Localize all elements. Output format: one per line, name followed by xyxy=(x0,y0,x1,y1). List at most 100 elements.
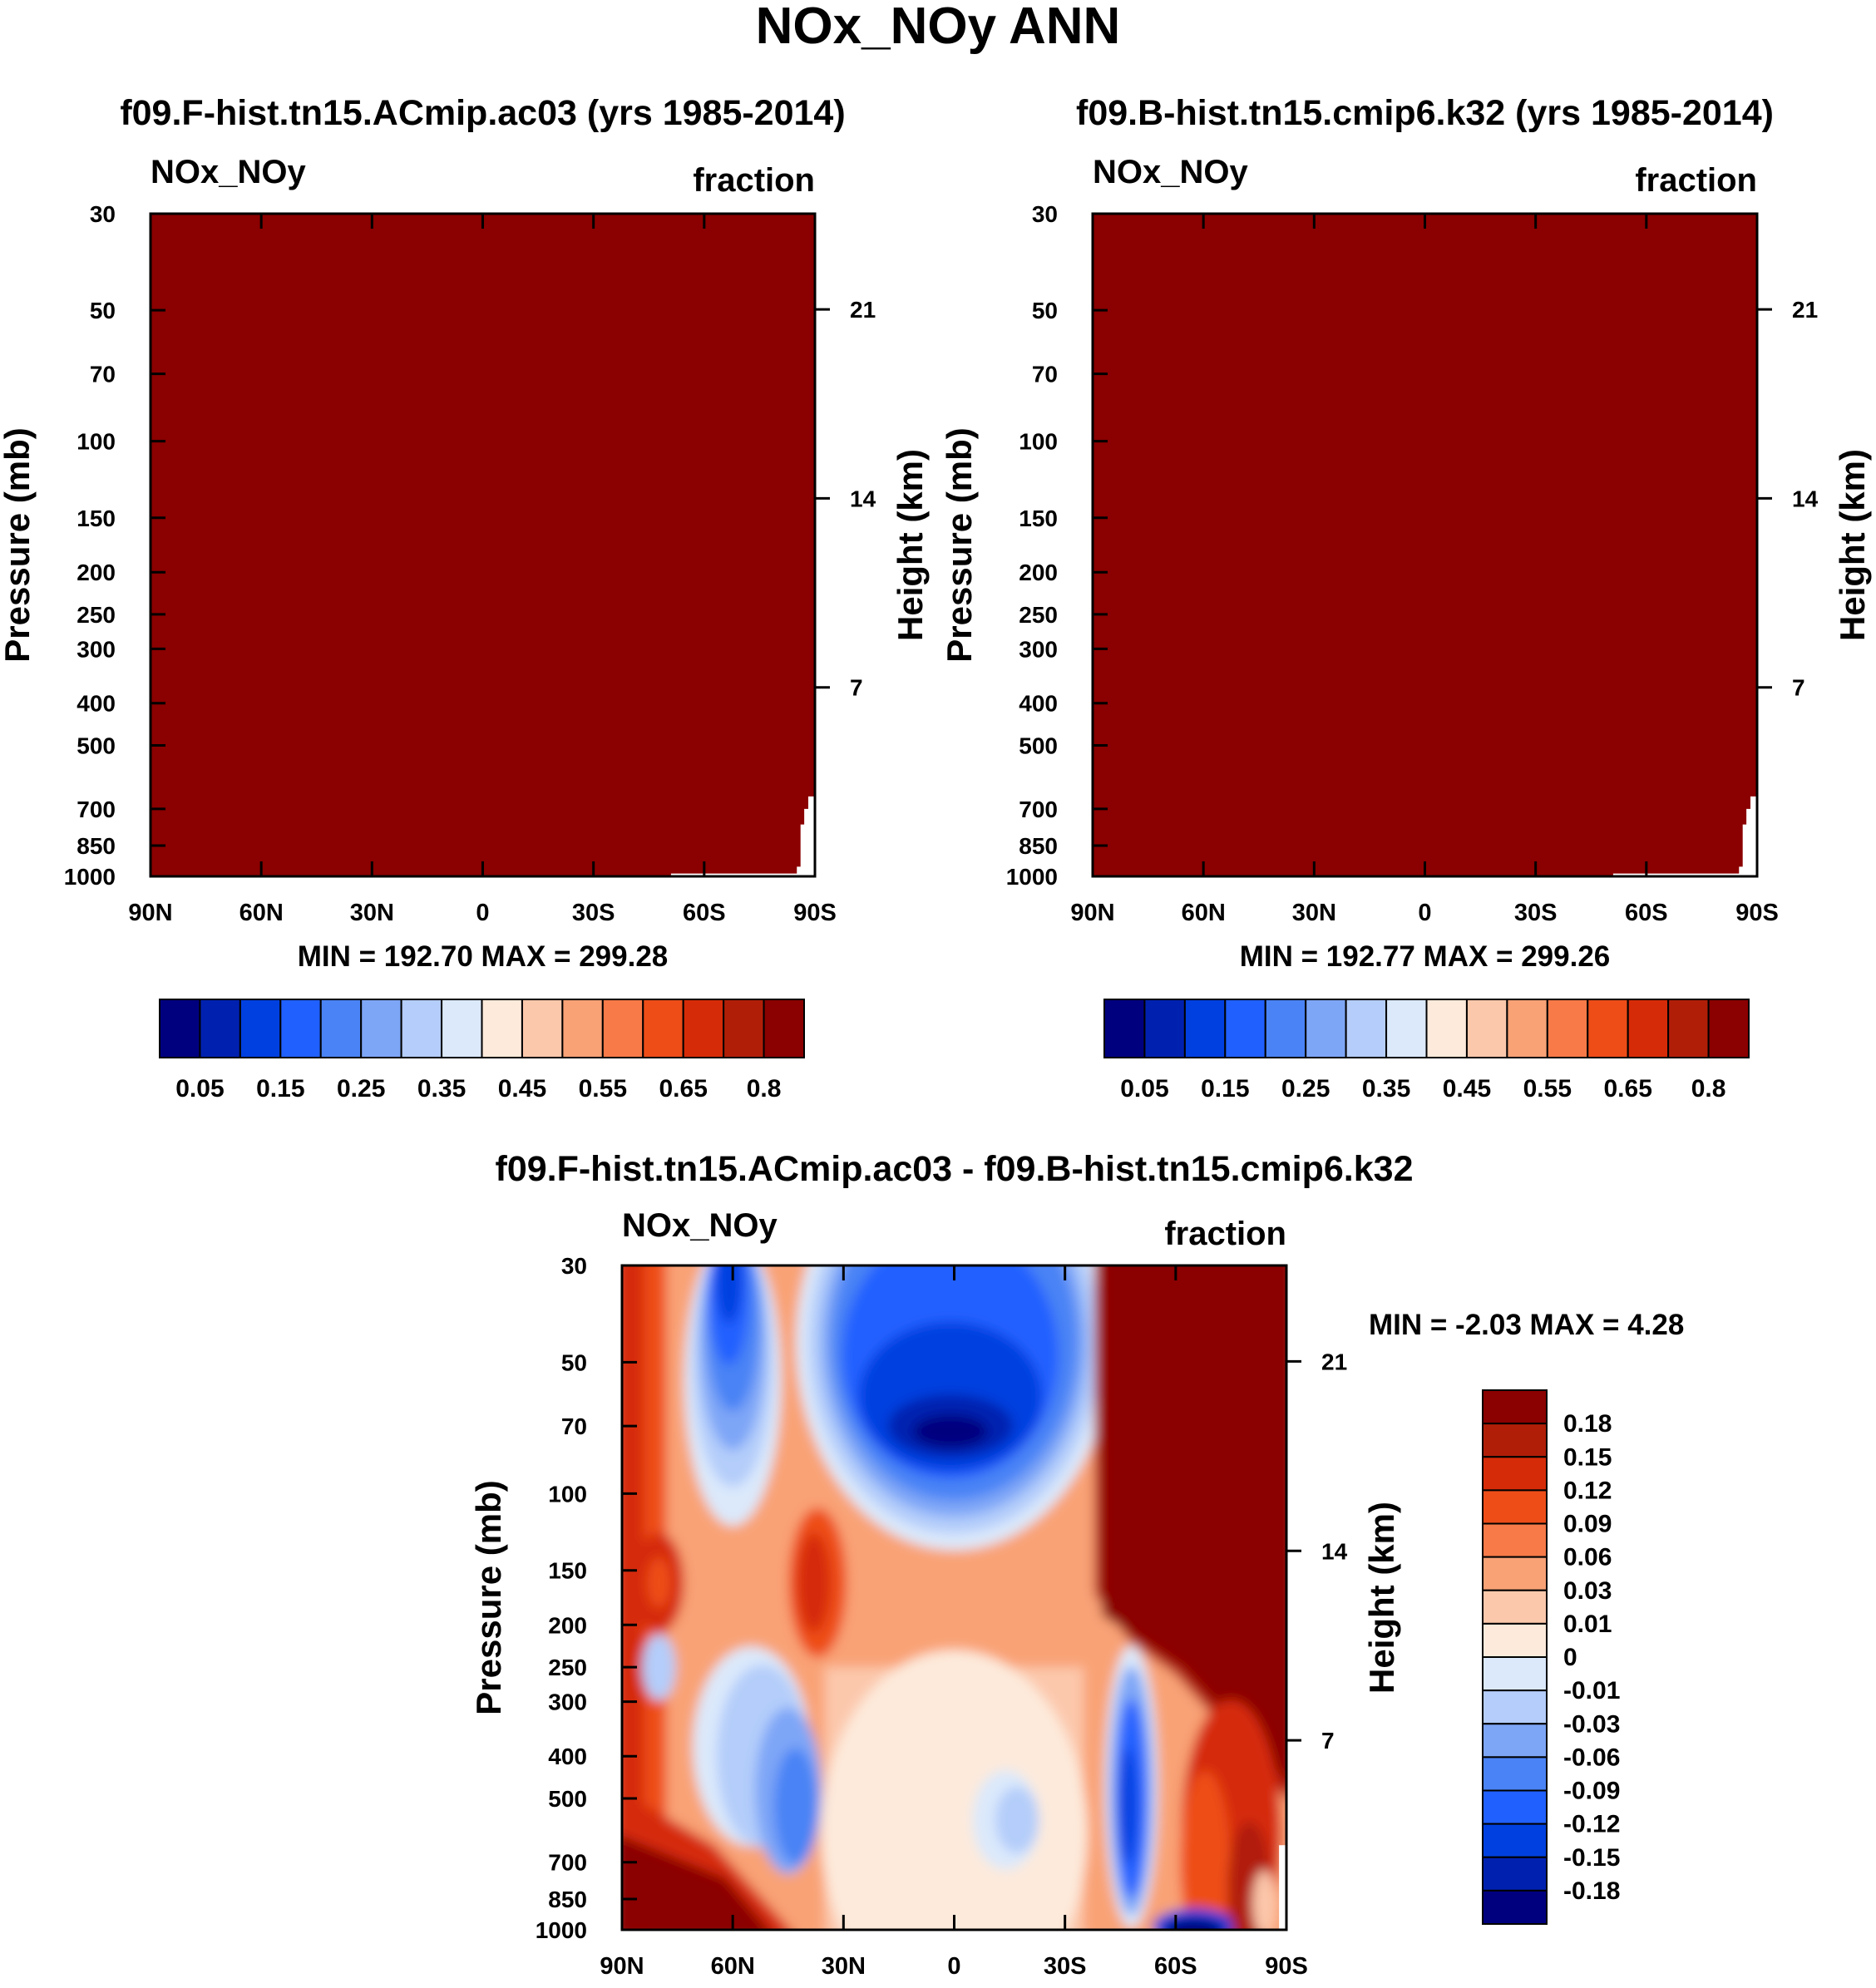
height-tick-label: 7 xyxy=(1321,1728,1335,1754)
y-tick-label: 70 xyxy=(90,362,116,387)
colorbar-label: -0.15 xyxy=(1563,1844,1620,1872)
field-fill xyxy=(1093,214,1757,876)
contour-region xyxy=(1180,1770,1231,1930)
y-tick-label: 30 xyxy=(561,1253,587,1279)
y-tick-label: 850 xyxy=(1019,833,1058,859)
colorbar-swatch xyxy=(1482,1823,1548,1858)
colorbar-swatch xyxy=(1345,999,1388,1058)
height-tick-label: 7 xyxy=(1792,675,1805,701)
x-tick-label: 90N xyxy=(1070,900,1114,926)
panel-a: 0.05 0.15 0.25 0.35 0.45 0.55 0.65 0.8 MIN = 192… xyxy=(0,93,930,1103)
contour-region xyxy=(773,1747,817,1864)
y-tick-label: 400 xyxy=(1019,691,1058,717)
x-tick-label: 0 xyxy=(947,1953,960,1980)
colorbar-swatch xyxy=(1482,1889,1548,1925)
y-tick-label: 200 xyxy=(77,560,116,585)
colorbar-swatch xyxy=(1224,999,1266,1058)
panel-title: f09.F-hist.tn15.ACmip.ac03 - f09.B-hist.… xyxy=(496,1149,1414,1189)
colorbar-swatch xyxy=(159,999,201,1058)
y-tick-label: 70 xyxy=(1032,362,1058,387)
colorbar-swatch xyxy=(1482,1423,1548,1458)
colorbar-swatch xyxy=(1103,999,1146,1058)
y-tick-label: 250 xyxy=(77,602,116,628)
colorbar-label: 0.45 xyxy=(498,1075,546,1103)
units-label: fraction xyxy=(1164,1216,1286,1252)
colorbar-swatch xyxy=(1264,999,1307,1058)
colorbar-swatch xyxy=(279,999,322,1058)
colorbar-label: 0.25 xyxy=(337,1075,385,1103)
colorbar-swatch xyxy=(400,999,443,1058)
height-tick-label: 14 xyxy=(1321,1538,1348,1564)
colorbar-label: 0 xyxy=(1563,1644,1577,1671)
y-axis-label: Pressure (mb) xyxy=(0,427,37,662)
y-tick-label: 150 xyxy=(1019,506,1058,531)
colorbar-swatch xyxy=(1482,1756,1548,1792)
y-tick-label: 50 xyxy=(90,298,116,323)
colorbar-swatch xyxy=(1385,999,1428,1058)
y-right-axis-label: Height (km) xyxy=(1362,1502,1401,1694)
colorbar-label: 0.06 xyxy=(1563,1544,1612,1571)
colorbar-label: 0.03 xyxy=(1563,1577,1612,1605)
x-tick-label: 90S xyxy=(793,900,837,926)
x-tick-label: 60N xyxy=(711,1953,755,1980)
colorbar-label: 0.65 xyxy=(659,1075,707,1103)
variable-label: NOx_NOy xyxy=(622,1207,778,1244)
y-tick-label: 50 xyxy=(1032,298,1058,323)
y-tick-label: 300 xyxy=(548,1690,587,1715)
colorbar-swatch xyxy=(1482,1789,1548,1825)
y-tick-label: 1000 xyxy=(64,864,116,890)
stats-label: MIN = -2.03 MAX = 4.28 xyxy=(1369,1309,1684,1341)
colorbar-label: -0.18 xyxy=(1563,1877,1620,1905)
height-tick-label: 14 xyxy=(850,486,876,511)
y-tick-label: 150 xyxy=(77,506,116,531)
colorbar-swatch xyxy=(1482,1556,1548,1591)
colorbar-swatch xyxy=(1305,999,1347,1058)
x-tick-label: 60S xyxy=(1154,1953,1197,1980)
contour-region xyxy=(642,1634,676,1701)
contour-region xyxy=(1164,1918,1225,1930)
y-tick-label: 150 xyxy=(548,1558,587,1584)
colorbar-label: 0.12 xyxy=(1563,1477,1612,1504)
y-right-axis-label: Height (km) xyxy=(1833,449,1872,641)
height-tick-label: 7 xyxy=(850,675,863,701)
colorbar-label: 0.18 xyxy=(1563,1410,1612,1438)
colorbar-swatch xyxy=(1587,999,1629,1058)
y-tick-label: 400 xyxy=(548,1744,587,1769)
colorbar-swatch xyxy=(239,999,282,1058)
colorbar-swatch xyxy=(1425,999,1468,1058)
x-tick-label: 90S xyxy=(1735,900,1779,926)
colorbar-label: 0.05 xyxy=(175,1075,224,1103)
y-tick-label: 500 xyxy=(548,1786,587,1812)
contour-region xyxy=(797,1532,831,1633)
colorbar-swatch xyxy=(1546,999,1589,1058)
colorbar-swatch xyxy=(360,999,402,1058)
colorbar-label: 0.55 xyxy=(1523,1075,1572,1103)
colorbar-swatch xyxy=(521,999,564,1058)
colorbar-swatch xyxy=(1183,999,1227,1058)
height-tick-label: 21 xyxy=(1792,297,1818,323)
contour-region xyxy=(622,1836,770,1930)
y-tick-label: 200 xyxy=(1019,560,1058,585)
y-tick-label: 100 xyxy=(77,429,116,455)
colorbar-label: 0.45 xyxy=(1443,1075,1491,1103)
difference-field xyxy=(622,1265,1286,1930)
y-tick-label: 700 xyxy=(77,797,116,822)
colorbar-label: 0.65 xyxy=(1603,1075,1651,1103)
colorbar-swatch xyxy=(1482,1856,1548,1892)
x-tick-label: 60S xyxy=(683,900,726,926)
y-tick-label: 500 xyxy=(1019,733,1058,758)
y-tick-label: 1000 xyxy=(536,1917,587,1943)
colorbar-swatch xyxy=(1482,1389,1548,1425)
y-tick-label: 1000 xyxy=(1006,864,1058,890)
missing-data-region xyxy=(1279,1845,1286,1930)
colorbar-label: 0.8 xyxy=(1691,1075,1726,1103)
figure-title: NOx_NOy ANN xyxy=(756,0,1121,55)
x-tick-label: 30S xyxy=(1514,900,1558,926)
colorbar-label: 0.01 xyxy=(1563,1611,1612,1638)
x-tick-label: 0 xyxy=(1418,900,1431,926)
y-tick-label: 200 xyxy=(548,1612,587,1638)
field-fill xyxy=(151,214,815,876)
x-tick-label: 30S xyxy=(572,900,615,926)
y-tick-label: 500 xyxy=(77,733,116,758)
